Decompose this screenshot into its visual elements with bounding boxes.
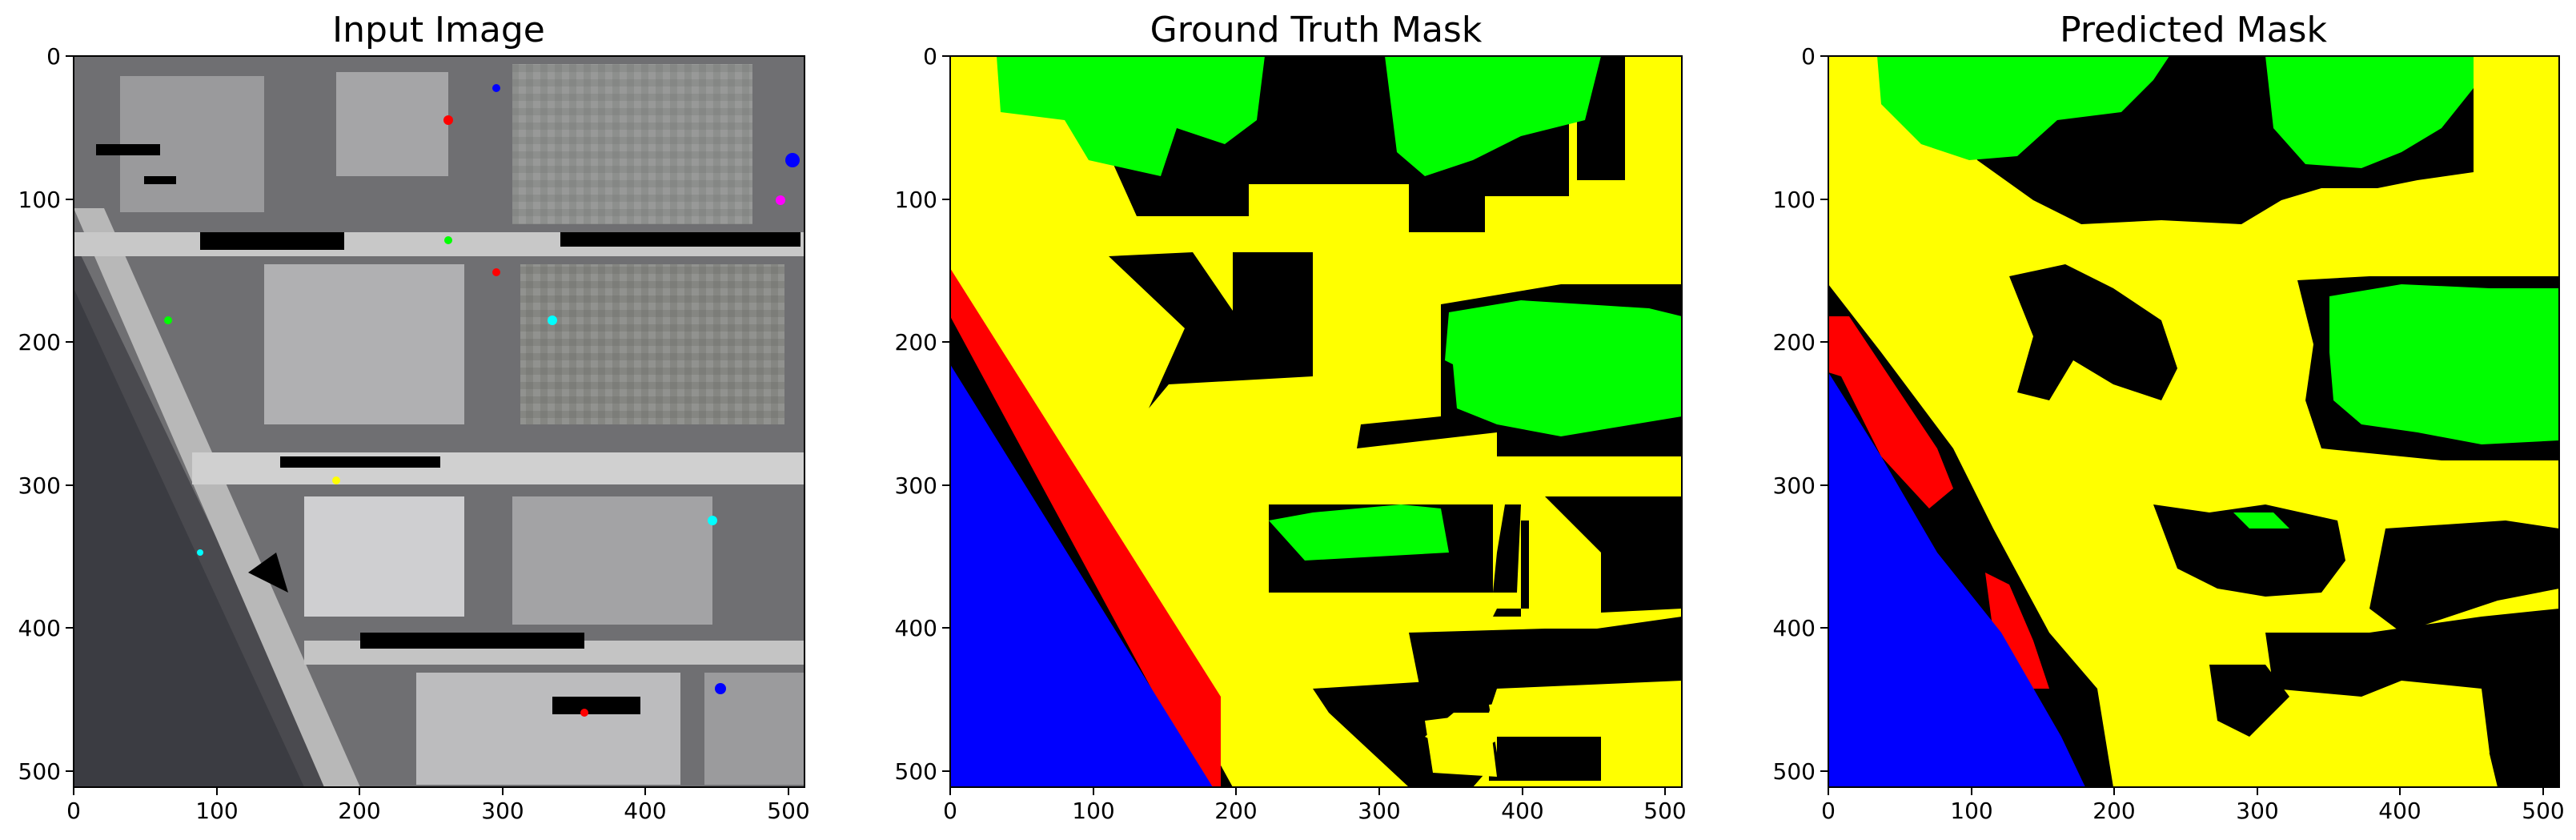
ticks-input [66, 55, 789, 795]
y-tick-label: 300 [895, 472, 937, 499]
input-image [74, 56, 804, 787]
ticks-predicted [1820, 55, 2544, 795]
y-tick-label: 100 [18, 187, 61, 213]
x-tick-labels-predicted: 0 100 200 300 400 500 [1821, 798, 2565, 824]
y-tick-label: 0 [46, 43, 61, 70]
x-tick-label: 200 [338, 798, 380, 824]
ticks-ground-truth [942, 55, 1666, 795]
x-tick-label: 0 [66, 798, 81, 824]
y-tick-label: 400 [895, 615, 937, 641]
panel-title-ground-truth: Ground Truth Mask [1150, 10, 1483, 50]
y-tick-label: 300 [1773, 472, 1816, 499]
ground-truth-mask [950, 56, 1682, 787]
x-tick-label: 200 [1214, 798, 1257, 824]
y-tick-label: 0 [923, 43, 937, 70]
y-tick-label: 300 [18, 472, 61, 499]
x-tick-label: 400 [2378, 798, 2421, 824]
x-tick-label: 400 [624, 798, 666, 824]
panel-title-predicted: Predicted Mask [2060, 10, 2327, 50]
y-tick-label: 500 [18, 758, 61, 785]
x-tick-label: 500 [2522, 798, 2564, 824]
y-tick-label: 100 [1773, 187, 1816, 213]
axes-frame-predicted [1828, 55, 2560, 788]
y-tick-label: 200 [895, 329, 937, 356]
x-tick-label: 300 [1358, 798, 1400, 824]
x-tick-label: 400 [1501, 798, 1543, 824]
x-tick-label: 500 [767, 798, 809, 824]
panel-ground-truth: Ground Truth Mask [895, 10, 1687, 824]
predicted-mask [1828, 56, 2559, 787]
panel-title-input: Input Image [332, 10, 545, 50]
x-tick-label: 500 [1643, 798, 1686, 824]
axes-frame-ground-truth [949, 55, 1683, 788]
x-tick-label: 300 [481, 798, 524, 824]
x-tick-label: 200 [2092, 798, 2135, 824]
x-tick-label: 0 [943, 798, 957, 824]
x-tick-label: 100 [1950, 798, 1992, 824]
y-tick-label: 200 [18, 329, 61, 356]
x-tick-labels-ground-truth: 0 100 200 300 400 500 [943, 798, 1687, 824]
y-tick-label: 400 [1773, 615, 1816, 641]
y-tick-label: 0 [1801, 43, 1816, 70]
x-tick-label: 100 [195, 798, 238, 824]
y-tick-label: 400 [18, 615, 61, 641]
x-tick-label: 100 [1072, 798, 1114, 824]
y-tick-label: 100 [895, 187, 937, 213]
y-tick-label: 500 [895, 758, 937, 785]
y-tick-labels-input: 0 100 200 300 400 500 [18, 43, 61, 785]
y-tick-labels-predicted: 0 100 200 300 400 500 [1773, 43, 1816, 785]
panel-predicted: Predicted Mask [1773, 10, 2565, 824]
y-tick-label: 200 [1773, 329, 1816, 356]
panel-input: Input Image [18, 10, 810, 824]
x-tick-labels-input: 0 100 200 300 400 500 [66, 798, 810, 824]
x-tick-label: 0 [1821, 798, 1836, 824]
x-tick-label: 300 [2236, 798, 2278, 824]
y-tick-labels-ground-truth: 0 100 200 300 400 500 [895, 43, 937, 785]
y-tick-label: 500 [1773, 758, 1816, 785]
axes-frame-input [73, 55, 805, 788]
